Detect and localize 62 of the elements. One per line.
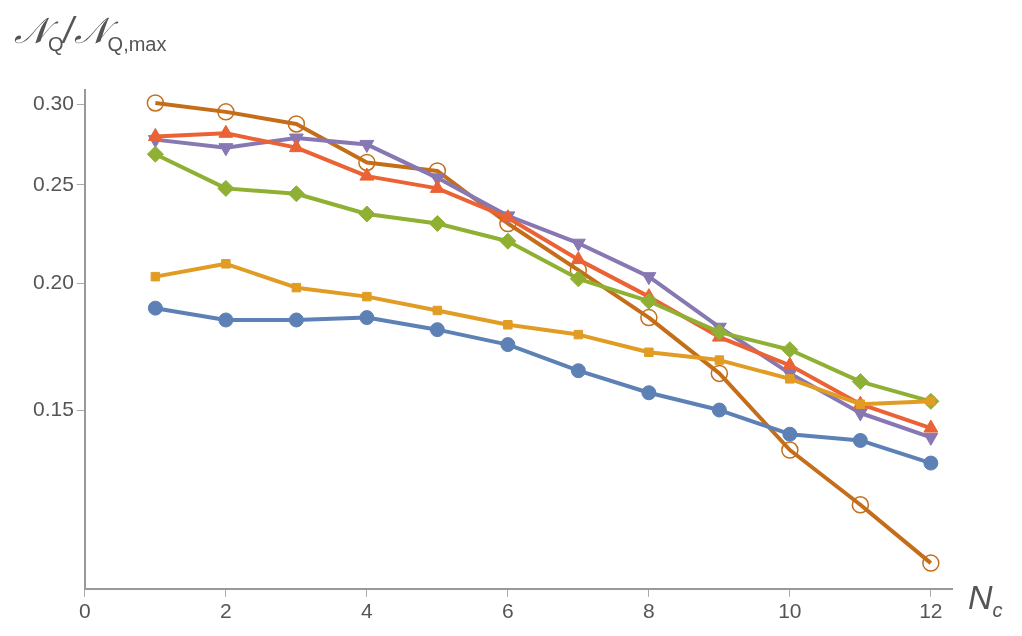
point	[641, 385, 657, 401]
point	[218, 312, 234, 328]
point	[359, 139, 375, 153]
x-tick-label: 0	[79, 599, 91, 623]
point	[710, 323, 728, 341]
point	[785, 374, 795, 384]
point	[640, 292, 658, 310]
x-tick-label: 12	[919, 599, 943, 623]
point	[503, 320, 513, 330]
point	[922, 554, 940, 572]
x-tick-label: 2	[220, 599, 232, 623]
point	[217, 103, 235, 121]
y-tick-label: 0.30	[33, 91, 74, 115]
point	[640, 308, 658, 327]
point	[146, 94, 165, 112]
point	[428, 215, 446, 233]
point	[428, 162, 447, 180]
point	[570, 363, 586, 379]
point	[851, 496, 870, 514]
point	[852, 432, 868, 448]
point	[217, 179, 235, 197]
point	[782, 426, 798, 442]
x-tick-label: 6	[502, 599, 514, 623]
y-axis-title: 𝒩$_{Q}$/𝒩$_{Q,max}$	[14, 10, 167, 57]
point	[287, 115, 306, 133]
y-tick-label: 0.25	[33, 171, 74, 195]
point	[781, 341, 799, 359]
point	[714, 355, 725, 365]
point	[569, 270, 587, 288]
point	[429, 322, 445, 338]
point	[221, 259, 231, 269]
point	[499, 232, 517, 250]
point	[710, 364, 729, 383]
point	[288, 312, 304, 328]
point	[432, 305, 443, 316]
point	[147, 300, 163, 316]
point	[358, 205, 376, 223]
x-tick-label: 8	[643, 599, 655, 623]
point	[500, 337, 516, 353]
point	[359, 310, 375, 326]
point	[358, 153, 376, 172]
point	[851, 373, 869, 391]
point	[923, 432, 939, 446]
point	[644, 347, 654, 358]
x-axis-title: N$_{c}$	[968, 578, 1003, 622]
point	[852, 408, 868, 422]
x-tick-label: 4	[361, 599, 374, 623]
point	[923, 455, 939, 471]
point	[573, 329, 584, 340]
point	[570, 238, 586, 252]
point	[711, 402, 727, 418]
point	[781, 441, 799, 459]
point	[291, 282, 302, 293]
y-tick-label: 0.15	[33, 396, 74, 420]
point	[146, 145, 164, 163]
point	[570, 251, 586, 265]
point	[288, 139, 304, 153]
point	[362, 291, 372, 302]
x-tick-label: 10	[778, 599, 802, 623]
y-tick-label: 0.20	[33, 270, 74, 294]
point	[287, 185, 305, 203]
point	[150, 271, 161, 282]
